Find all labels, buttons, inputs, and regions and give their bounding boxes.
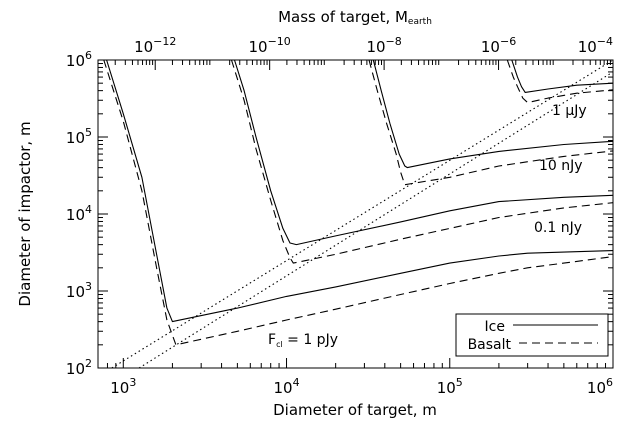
y-tick-label-exp: 5 — [85, 126, 92, 139]
y-tick-label-base: 10 — [66, 283, 85, 301]
annotation-1pjy: Fcl = 1 pJy — [268, 332, 338, 349]
top-tick-label: 10−6 — [481, 35, 516, 56]
top-tick-label-base: 10 — [481, 38, 500, 56]
y-tick-label: 102 — [66, 357, 92, 378]
x-tick-label-base: 10 — [273, 379, 292, 397]
y-tick-label: 106 — [66, 49, 92, 70]
top-tick-label-exp: −4 — [597, 35, 613, 48]
top-tick-label-base: 10 — [134, 38, 153, 56]
series-line-ice-0 — [106, 59, 614, 323]
y-tick-label-base: 10 — [66, 52, 85, 70]
top-tick-label-base: 10 — [366, 38, 385, 56]
legend-box — [455, 313, 609, 357]
series-line-basalt-7 — [506, 59, 614, 104]
x-tick-label-base: 10 — [437, 379, 456, 397]
series-line-ice-4 — [372, 59, 614, 169]
top-axis-title-main: Mass of target, M — [278, 8, 408, 26]
series-line-ice-2 — [233, 59, 614, 246]
y-tick-label-base: 10 — [66, 129, 85, 147]
top-tick-label-exp: −8 — [386, 35, 402, 48]
x-tick-label-exp: 5 — [456, 376, 463, 389]
series-line-basalt-3 — [230, 59, 614, 264]
series-line-ref-9 — [138, 71, 614, 369]
y-tick-label-exp: 2 — [85, 357, 92, 370]
y-tick-label-exp: 6 — [85, 49, 92, 62]
top-tick-label: 10−12 — [134, 35, 176, 56]
annotation-10njy: 10 nJy — [539, 158, 583, 174]
y-tick-label-exp: 4 — [85, 203, 92, 216]
top-tick-label: 10−8 — [366, 35, 401, 56]
legend-label-ice: Ice — [485, 319, 505, 335]
x-tick-label-exp: 3 — [129, 376, 136, 389]
top-tick-label-base: 10 — [249, 38, 268, 56]
series-layer — [103, 59, 614, 369]
top-tick-label-exp: −6 — [500, 35, 516, 48]
x-tick-label-base: 10 — [587, 379, 606, 397]
annotation-1pjy-f: F — [268, 332, 276, 348]
top-tick-label-exp: −10 — [268, 35, 291, 48]
y-tick-label-base: 10 — [66, 360, 85, 378]
x-axis-title: Diameter of target, m — [273, 401, 437, 419]
top-tick-label: 10−10 — [249, 35, 291, 56]
x-tick-label: 103 — [110, 376, 136, 397]
x-tick-label-exp: 6 — [606, 376, 613, 389]
top-tick-label: 10−4 — [578, 35, 613, 56]
annotation-1ujy: 1 μJy — [552, 103, 587, 119]
x-tick-label-exp: 4 — [293, 376, 300, 389]
y-tick-label-exp: 3 — [85, 280, 92, 293]
series-line-ice-6 — [511, 59, 614, 93]
y-tick-label: 104 — [66, 203, 92, 224]
y-tick-label: 103 — [66, 280, 92, 301]
top-axis-title: Mass of target, Mearth — [278, 8, 432, 27]
annotation-01njy: 0.1 nJy — [534, 220, 582, 236]
x-tick-label: 104 — [273, 376, 299, 397]
y-axis-title: Diameter of impactor, m — [16, 121, 34, 306]
top-axis-title-sub: earth — [408, 17, 432, 27]
series-line-basalt-1 — [103, 59, 614, 346]
x-tick-label: 105 — [437, 376, 463, 397]
top-tick-label-base: 10 — [578, 38, 597, 56]
series-line-basalt-5 — [368, 59, 614, 186]
legend: Ice Basalt — [455, 313, 609, 357]
y-tick-label: 105 — [66, 126, 92, 147]
annotation-1pjy-value: = 1 pJy — [283, 332, 338, 348]
annotation-1pjy-sub: cl — [276, 340, 283, 349]
x-tick-label-base: 10 — [110, 379, 129, 397]
legend-label-basalt: Basalt — [468, 337, 512, 353]
x-tick-label: 106 — [587, 376, 613, 397]
y-tick-label-base: 10 — [66, 206, 85, 224]
top-tick-label-exp: −12 — [153, 35, 176, 48]
